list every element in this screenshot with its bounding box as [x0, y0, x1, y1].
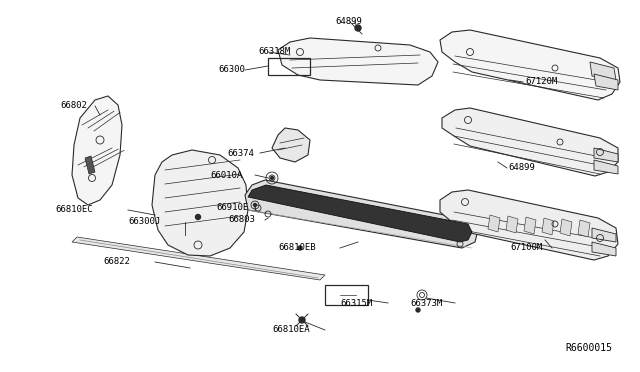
Polygon shape: [592, 242, 616, 256]
Text: 67120M: 67120M: [525, 77, 557, 87]
Circle shape: [355, 25, 361, 31]
Text: 66910E: 66910E: [216, 202, 248, 212]
Text: 66315M: 66315M: [340, 298, 372, 308]
Polygon shape: [272, 128, 310, 162]
Text: 66373M: 66373M: [410, 298, 442, 308]
Polygon shape: [248, 185, 472, 242]
Text: 66318M: 66318M: [258, 48, 291, 57]
Circle shape: [271, 176, 273, 180]
Text: 64899: 64899: [335, 17, 362, 26]
Polygon shape: [440, 30, 620, 100]
Polygon shape: [440, 190, 618, 260]
Polygon shape: [590, 62, 616, 80]
Text: 66300J: 66300J: [128, 218, 160, 227]
Polygon shape: [506, 216, 518, 233]
Polygon shape: [594, 74, 618, 90]
Polygon shape: [594, 160, 618, 174]
Polygon shape: [594, 148, 618, 162]
Text: 66374: 66374: [227, 148, 254, 157]
Text: 66810EA: 66810EA: [272, 326, 310, 334]
Text: 66810EC: 66810EC: [55, 205, 93, 215]
Polygon shape: [542, 218, 554, 235]
Text: 66802: 66802: [60, 102, 87, 110]
Circle shape: [195, 215, 200, 219]
Polygon shape: [488, 215, 500, 232]
Text: 66010A: 66010A: [210, 170, 243, 180]
Circle shape: [253, 203, 257, 206]
Polygon shape: [524, 217, 536, 234]
Text: 66822: 66822: [103, 257, 130, 266]
Polygon shape: [278, 38, 438, 85]
Polygon shape: [72, 237, 325, 280]
Circle shape: [298, 246, 302, 250]
Polygon shape: [560, 219, 572, 236]
Text: 66810EB: 66810EB: [278, 244, 316, 253]
Text: 66803: 66803: [228, 215, 255, 224]
Circle shape: [299, 317, 305, 323]
Polygon shape: [72, 96, 122, 205]
Polygon shape: [152, 150, 248, 256]
Polygon shape: [442, 108, 618, 176]
Polygon shape: [85, 156, 95, 174]
Polygon shape: [245, 180, 478, 248]
Text: 64899: 64899: [508, 164, 535, 173]
Text: 67100M: 67100M: [510, 244, 542, 253]
Circle shape: [416, 308, 420, 312]
Polygon shape: [592, 228, 616, 242]
Text: 66300: 66300: [218, 65, 245, 74]
Text: R6600015: R6600015: [565, 343, 612, 353]
Polygon shape: [578, 220, 590, 237]
